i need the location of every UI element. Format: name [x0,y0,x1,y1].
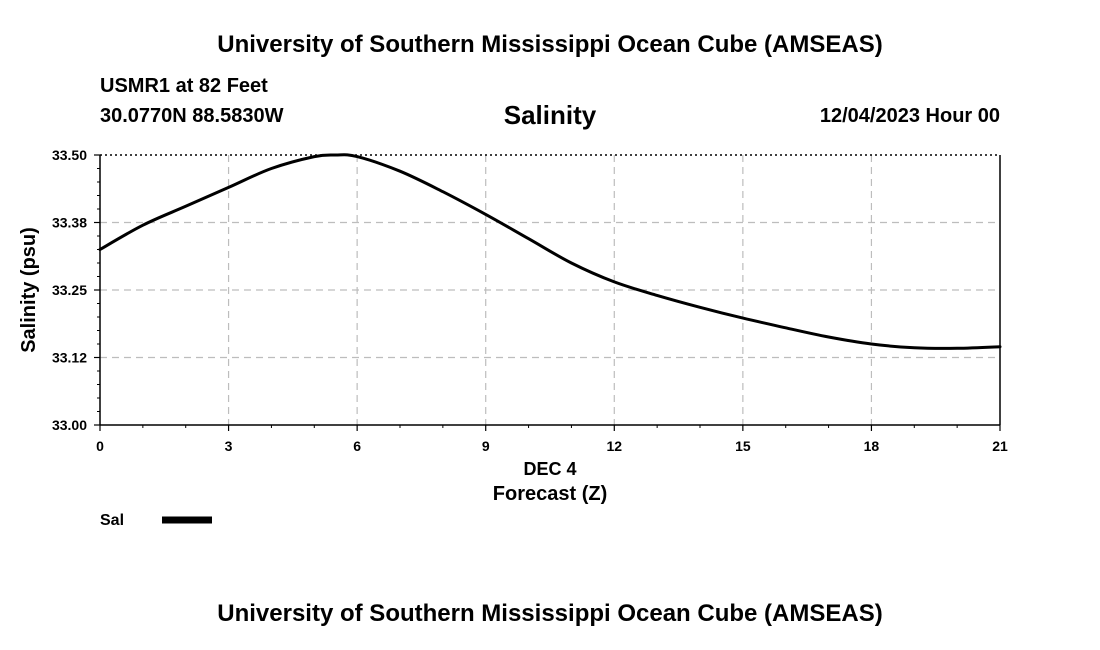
chart-title: Salinity [503,100,597,130]
x-tick-label: 12 [606,438,622,454]
x-tick-label: 3 [225,438,233,454]
series [98,153,1002,350]
x-tick-label: 6 [353,438,361,454]
forecast-datetime: 12/04/2023 Hour 00 [819,105,1000,127]
station-label: USMR1 at 82 Feet [100,75,268,97]
page-title-top: University of Southern Mississippi Ocean… [217,31,883,58]
axes: 0 3 6 9 12 15 18 21 33.00 33.12 33.25 33.38 33.50 DEC… [18,147,1008,505]
y-axis-label: Salinity (psu) [18,227,40,353]
x-tick-label: 0 [96,438,104,454]
y-tick-label: 33.38 [52,215,87,231]
grid [100,154,1000,425]
x-axis-date-label: DEC 4 [523,459,576,479]
x-axis-label: Forecast (Z) [493,483,607,505]
legend: Sal [100,512,212,529]
y-tick-label: 33.50 [52,147,87,163]
y-tick-label: 33.00 [52,417,87,433]
y-tick-label: 33.25 [52,282,87,298]
legend-label: Sal [100,512,124,529]
x-tick-label: 21 [992,438,1008,454]
x-tick-label: 18 [864,438,880,454]
page-title-bottom: University of Southern Mississippi Ocean… [217,600,883,627]
x-tick-label: 9 [482,438,490,454]
y-tick-label: 33.12 [52,350,87,366]
x-tick-label: 15 [735,438,751,454]
coordinates-label: 30.0770N 88.5830W [100,105,284,127]
series-line-sal [98,153,1002,350]
